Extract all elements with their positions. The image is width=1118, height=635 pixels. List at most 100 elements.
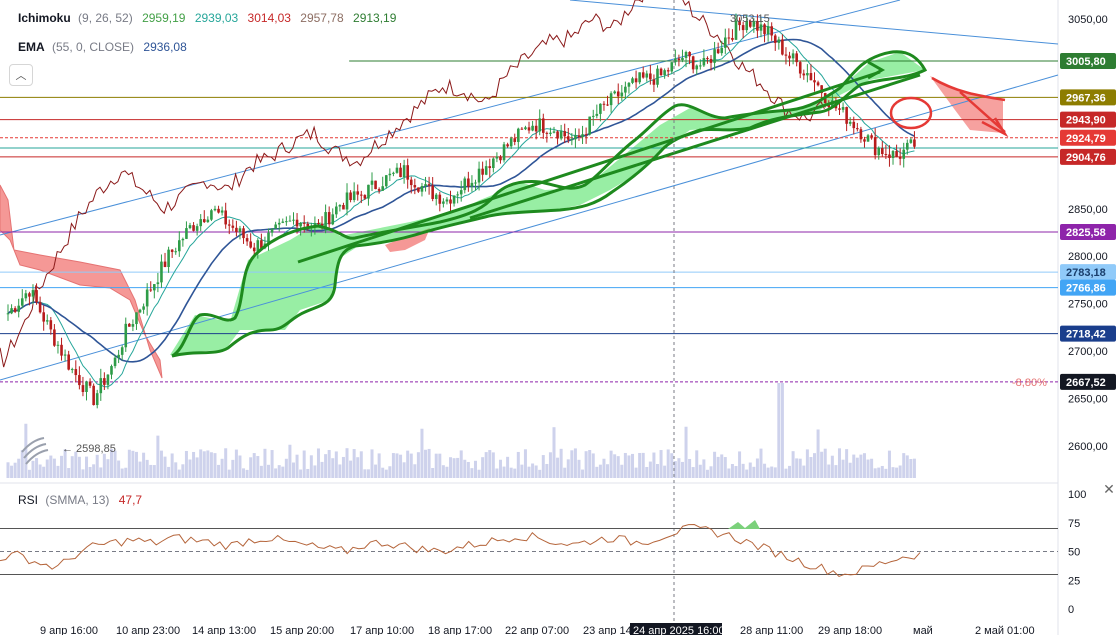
candle-body (538, 118, 542, 132)
volume-bar (484, 452, 488, 478)
candle-body (224, 210, 227, 225)
candle-body (706, 58, 709, 60)
cloud-bullish (170, 52, 925, 355)
high-label: 3053,15 (730, 13, 770, 25)
volume-bar (670, 453, 674, 478)
volume-bar (912, 458, 916, 478)
candle-body (192, 225, 195, 231)
volume-bar (905, 455, 909, 478)
candle-body (381, 186, 385, 191)
candle-body (24, 293, 28, 299)
volume-bar (777, 383, 781, 478)
price-tick-label: 3050,00 (1068, 14, 1108, 26)
volume-bar (638, 452, 642, 478)
price-label-box (1060, 148, 1116, 165)
candle-body (438, 194, 442, 204)
time-tick-label: 23 апр 14 (583, 625, 632, 635)
volume-bar (10, 465, 14, 478)
candle-body (306, 223, 310, 228)
volume-bar (77, 456, 81, 478)
candle-body (88, 381, 92, 386)
volume-bar (374, 464, 378, 478)
candle-body (145, 289, 149, 307)
volume-bar (830, 455, 834, 478)
volume-bars (6, 383, 916, 478)
candle-body (285, 221, 288, 223)
candle-body (756, 21, 759, 31)
candle-body (231, 225, 235, 228)
volume-bar (227, 469, 231, 478)
candle-body (909, 139, 913, 143)
volume-bar (473, 460, 477, 478)
volume-bar (509, 467, 513, 478)
volume-bar (805, 449, 809, 478)
volume-bar (516, 451, 520, 478)
volume-bar (449, 457, 453, 478)
volume-bar (891, 467, 895, 478)
candle-body (242, 228, 245, 239)
candle-body (659, 68, 663, 75)
time-tick-label: 14 апр 13:00 (192, 625, 256, 635)
volume-bar (470, 468, 474, 478)
candle-body (35, 290, 38, 303)
volume-bar (705, 469, 709, 478)
price-tick-label: 2650,00 (1068, 394, 1108, 406)
candle-body (691, 56, 695, 70)
volume-bar (81, 469, 85, 478)
volume-bar (206, 450, 210, 478)
volume-bar (152, 465, 156, 478)
volume-bar (884, 468, 888, 478)
candle-body (702, 58, 706, 66)
ema-name: EMA (18, 40, 45, 54)
candle-body (766, 26, 770, 35)
candle-body (681, 57, 684, 61)
candle-body (95, 393, 99, 406)
volume-bar (463, 459, 467, 478)
candle-body (531, 125, 534, 131)
volume-bar (795, 458, 799, 478)
volume-bar (56, 465, 60, 478)
candle-body (63, 354, 67, 356)
candle-body (420, 186, 424, 192)
close-pane-button[interactable]: ✕ (1101, 482, 1117, 498)
volume-bar (270, 450, 274, 478)
volume-bar (598, 464, 602, 478)
price-label-box (1060, 52, 1116, 69)
candle-body (873, 137, 877, 156)
candle-body (541, 118, 545, 133)
candle-body (70, 369, 74, 371)
ichimoku-legend[interactable]: Ichimoku (9, 26, 52) 2959,19 2939,03 301… (18, 11, 402, 25)
candle-body (85, 381, 88, 393)
volume-bar (770, 466, 774, 478)
chevron-up-icon: ︿ (15, 69, 27, 82)
rsi-legend[interactable]: RSI (SMMA, 13) 47,7 (18, 493, 148, 507)
candle-body (13, 308, 17, 312)
volume-bar (734, 466, 738, 478)
volume-bar (181, 464, 185, 478)
volume-bar (99, 467, 103, 478)
candle-body (784, 54, 788, 56)
volume-bar (267, 464, 271, 478)
candle-body (481, 168, 484, 175)
volume-bar (755, 458, 759, 478)
volume-bar (424, 449, 428, 478)
candle-body (577, 135, 581, 138)
candle-body (445, 199, 449, 202)
volume-bar (745, 469, 749, 478)
candle-body (6, 313, 10, 315)
candle-body (160, 261, 163, 283)
ema-legend[interactable]: EMA (55, 0, CLOSE) 2936,08 (18, 40, 193, 54)
candle-body (352, 191, 356, 201)
close-icon: ✕ (1103, 482, 1115, 498)
candle-body (45, 320, 49, 322)
volume-bar (902, 453, 906, 478)
candle-body (877, 148, 881, 156)
volume-bar (531, 463, 535, 478)
candle-body (574, 135, 577, 140)
volume-bar (859, 454, 863, 478)
time-tick-label: 17 апр 10:00 (350, 625, 414, 635)
candle-body (81, 385, 85, 393)
collapse-legend-button[interactable]: ︿ (9, 64, 33, 86)
candle-body (249, 241, 252, 248)
volume-bar (213, 453, 217, 478)
